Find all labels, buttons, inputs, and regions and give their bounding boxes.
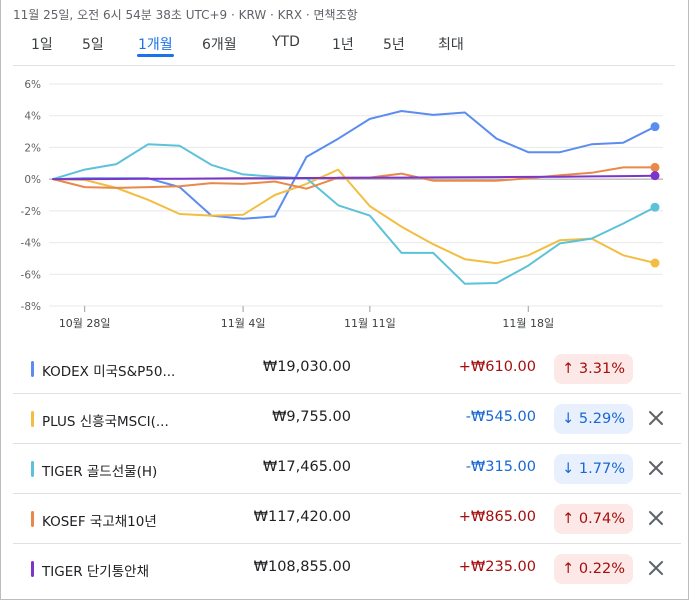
tab-label: 5년 xyxy=(383,37,405,53)
y-tick-label: -4% xyxy=(21,238,41,250)
security-name[interactable]: KOSEF 국고채10년 xyxy=(42,514,157,530)
tab-label: YTD xyxy=(272,34,300,50)
series-color-swatch xyxy=(31,461,34,477)
remove-comparison-button[interactable] xyxy=(645,507,667,529)
series-end-point xyxy=(650,171,660,181)
y-tick-label: -8% xyxy=(21,301,41,313)
percent-change-badge: ↑ 0.74% xyxy=(554,504,633,534)
y-tick-label: 4% xyxy=(24,111,41,123)
tab-label: 최대 xyxy=(438,37,464,53)
percent-value: 0.22% xyxy=(578,561,625,577)
x-tick-label: 11월 4일 xyxy=(221,316,266,330)
series-color-swatch xyxy=(31,561,34,577)
arrow-icon: ↑ xyxy=(562,361,575,377)
arrow-icon: ↑ xyxy=(562,561,575,577)
close-icon xyxy=(649,411,663,425)
tab-max[interactable]: 최대 xyxy=(438,34,464,54)
y-axis-ticks: 6% 4% 2% 0% -2% -4% -6% -8% xyxy=(21,79,41,313)
series-end-point xyxy=(650,122,660,132)
y-tick-label: -6% xyxy=(21,269,41,281)
comparison-row[interactable]: KODEX 미국S&P50... ₩19,030.00 +₩610.00 ↑ 3… xyxy=(13,344,681,394)
comparison-row[interactable]: TIGER 단기통안채 ₩108,855.00 +₩235.00 ↑ 0.22% xyxy=(13,544,681,593)
x-tick-label: 10월 28일 xyxy=(59,316,111,330)
security-price: ₩108,855.00 xyxy=(253,559,351,575)
percent-value: 5.29% xyxy=(578,411,625,427)
series-color-swatch xyxy=(31,361,34,377)
comparison-row[interactable]: TIGER 골드선물(H) ₩17,465.00 -₩315.00 ↓ 1.77… xyxy=(13,444,681,494)
percent-change-badge: ↑ 3.31% xyxy=(554,354,633,384)
percent-value: 1.77% xyxy=(578,461,625,477)
price-change: -₩545.00 xyxy=(465,409,536,425)
remove-comparison-button[interactable] xyxy=(645,407,667,429)
percent-change-badge: ↓ 1.77% xyxy=(554,454,633,484)
series-line xyxy=(52,110,656,220)
x-tick-label: 11월 11일 xyxy=(344,316,396,330)
comparison-list: KODEX 미국S&P50... ₩19,030.00 +₩610.00 ↑ 3… xyxy=(13,344,681,593)
tab-1m[interactable]: 1개월 xyxy=(137,34,174,57)
chart-gridlines xyxy=(49,83,663,307)
security-name[interactable]: KODEX 미국S&P50... xyxy=(42,364,176,380)
disclaimer-meta: 11월 25일, 오전 6시 54분 38초 UTC+9 · KRW · KRX… xyxy=(13,8,358,22)
security-name[interactable]: TIGER 단기통안채 xyxy=(42,564,149,580)
security-price: ₩117,420.00 xyxy=(253,509,351,525)
percent-value: 3.31% xyxy=(578,361,625,377)
remove-comparison-button[interactable] xyxy=(645,557,667,579)
price-change: +₩865.00 xyxy=(458,509,536,525)
percent-change-badge: ↑ 0.22% xyxy=(554,554,633,584)
percent-change-badge: ↓ 5.29% xyxy=(554,404,633,434)
percent-value: 0.74% xyxy=(578,511,625,527)
close-icon xyxy=(649,511,663,525)
price-change: -₩315.00 xyxy=(465,459,536,475)
series-end-point xyxy=(650,162,660,172)
arrow-icon: ↓ xyxy=(562,461,575,477)
y-tick-label: -2% xyxy=(21,206,41,218)
chart-series xyxy=(52,110,660,285)
series-color-swatch xyxy=(31,411,34,427)
y-tick-label: 6% xyxy=(24,79,41,91)
tab-label: 5일 xyxy=(82,37,104,53)
security-price: ₩9,755.00 xyxy=(272,409,351,425)
price-change: +₩235.00 xyxy=(458,559,536,575)
security-price: ₩17,465.00 xyxy=(262,459,351,475)
remove-comparison-button[interactable] xyxy=(645,457,667,479)
series-end-point xyxy=(650,258,660,268)
comparison-row[interactable]: KOSEF 국고채10년 ₩117,420.00 +₩865.00 ↑ 0.74… xyxy=(13,494,681,544)
tab-label: 1년 xyxy=(332,37,354,53)
series-line xyxy=(52,143,656,285)
tab-6m[interactable]: 6개월 xyxy=(202,34,237,54)
tab-label: 1일 xyxy=(31,37,53,53)
tab-label: 1개월 xyxy=(138,37,173,53)
close-icon xyxy=(649,561,663,575)
series-end-point xyxy=(650,202,660,212)
series-line xyxy=(52,168,656,265)
security-price: ₩19,030.00 xyxy=(262,359,351,375)
price-change: +₩610.00 xyxy=(458,359,536,375)
comparison-row[interactable]: PLUS 신흥국MSCI(... ₩9,755.00 -₩545.00 ↓ 5.… xyxy=(13,394,681,444)
y-tick-label: 0% xyxy=(24,174,41,186)
tab-ytd[interactable]: YTD xyxy=(272,34,300,50)
y-tick-label: 2% xyxy=(24,142,41,154)
series-color-swatch xyxy=(31,511,34,527)
divider xyxy=(13,65,675,66)
arrow-icon: ↓ xyxy=(562,411,575,427)
x-tick-label: 11월 18일 xyxy=(502,316,554,330)
line-chart[interactable]: 6% 4% 2% 0% -2% -4% -6% -8% 10월 28일 11월 4일 11월 11… xyxy=(1,70,689,342)
series-line xyxy=(52,174,656,181)
security-name[interactable]: TIGER 골드선물(H) xyxy=(42,464,158,480)
close-icon xyxy=(649,461,663,475)
security-name[interactable]: PLUS 신흥국MSCI(... xyxy=(42,414,169,430)
arrow-icon: ↑ xyxy=(562,511,575,527)
tab-label: 6개월 xyxy=(202,37,237,53)
tab-1d[interactable]: 1일 xyxy=(31,34,53,54)
x-axis-ticks: 10월 28일 11월 4일 11월 11일 11월 18일 xyxy=(59,306,554,330)
tab-1y[interactable]: 1년 xyxy=(332,34,354,54)
tab-5y[interactable]: 5년 xyxy=(383,34,405,54)
tab-5d[interactable]: 5일 xyxy=(82,34,104,54)
